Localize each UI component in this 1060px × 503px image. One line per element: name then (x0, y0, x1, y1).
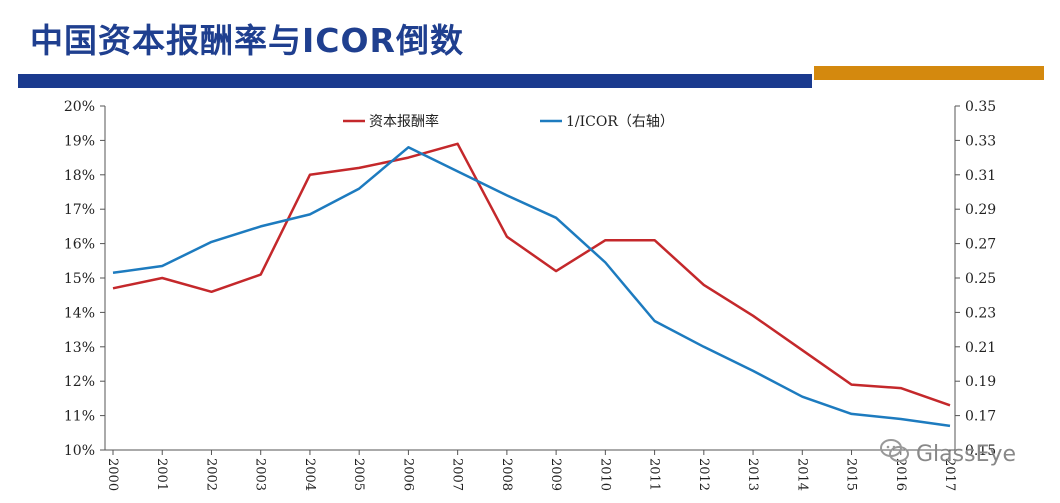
left-tick-label: 15% (64, 271, 95, 287)
left-tick-label: 13% (64, 340, 95, 356)
right-tick-label: 0.33 (965, 133, 996, 149)
right-tick-label: 0.23 (965, 305, 996, 321)
left-tick-label: 12% (64, 374, 95, 390)
watermark: GlassEye (880, 438, 1016, 470)
x-tick-label: 2005 (351, 458, 366, 491)
right-tick-label: 0.21 (965, 340, 996, 356)
right-tick-label: 0.31 (965, 168, 996, 184)
watermark-text: GlassEye (916, 441, 1017, 467)
right-tick-label: 0.19 (965, 374, 996, 390)
x-tick-label: 2014 (794, 458, 809, 491)
x-tick-label: 2012 (696, 458, 711, 491)
series-line-capital-return (112, 142, 951, 407)
right-tick-label: 0.27 (965, 237, 996, 253)
right-tick-label: 0.15 (965, 443, 996, 459)
left-tick-label: 10% (64, 443, 95, 459)
x-tick-label: 2009 (548, 458, 563, 491)
left-tick-label: 20% (64, 99, 95, 115)
axes: 20% 19% 18% 17% 16% 15% 14% 13% 12% 11% 10% 0.35 0.3… (64, 99, 996, 491)
x-tick-label: 2008 (499, 458, 514, 491)
legend-label: 1/ICOR（右轴） (566, 114, 674, 130)
left-tick-label: 11% (64, 409, 95, 425)
left-tick-label: 16% (64, 237, 95, 253)
left-tick-label: 17% (64, 202, 95, 218)
right-tick-label: 0.17 (965, 409, 996, 425)
title-underline-blue (18, 74, 812, 88)
legend: 资本报酬率 1/ICOR（右轴） (343, 113, 674, 130)
x-tick-label: 2001 (154, 458, 169, 491)
x-tick-label: 2013 (745, 458, 760, 491)
x-tick-label: 2007 (450, 458, 465, 491)
x-tick-label: 2010 (597, 458, 612, 491)
title-underline-orange (814, 66, 1044, 80)
x-tick-label: 2017 (942, 458, 957, 491)
left-tick-label: 14% (64, 305, 95, 321)
x-tick-label: 2004 (302, 458, 317, 491)
right-tick-label: 0.25 (965, 271, 996, 287)
x-tick-label: 2016 (893, 458, 908, 491)
wechat-icon (880, 438, 910, 470)
x-tick-label: 2011 (647, 458, 662, 491)
x-tick-label: 2006 (400, 458, 415, 491)
x-tick-label: 2003 (253, 458, 268, 491)
right-tick-label: 0.29 (965, 202, 996, 218)
left-tick-label: 19% (64, 133, 95, 149)
x-tick-label: 2015 (844, 458, 859, 491)
legend-label: 资本报酬率 (369, 113, 439, 130)
series-lines (112, 142, 951, 428)
left-tick-label: 18% (64, 168, 95, 184)
page-title: 中国资本报酬率与ICOR倒数 (30, 21, 464, 60)
x-tick-label: 2000 (105, 458, 120, 491)
right-tick-label: 0.35 (965, 99, 996, 115)
series-line-icor-inverse (112, 146, 951, 428)
x-tick-label: 2002 (203, 458, 218, 491)
